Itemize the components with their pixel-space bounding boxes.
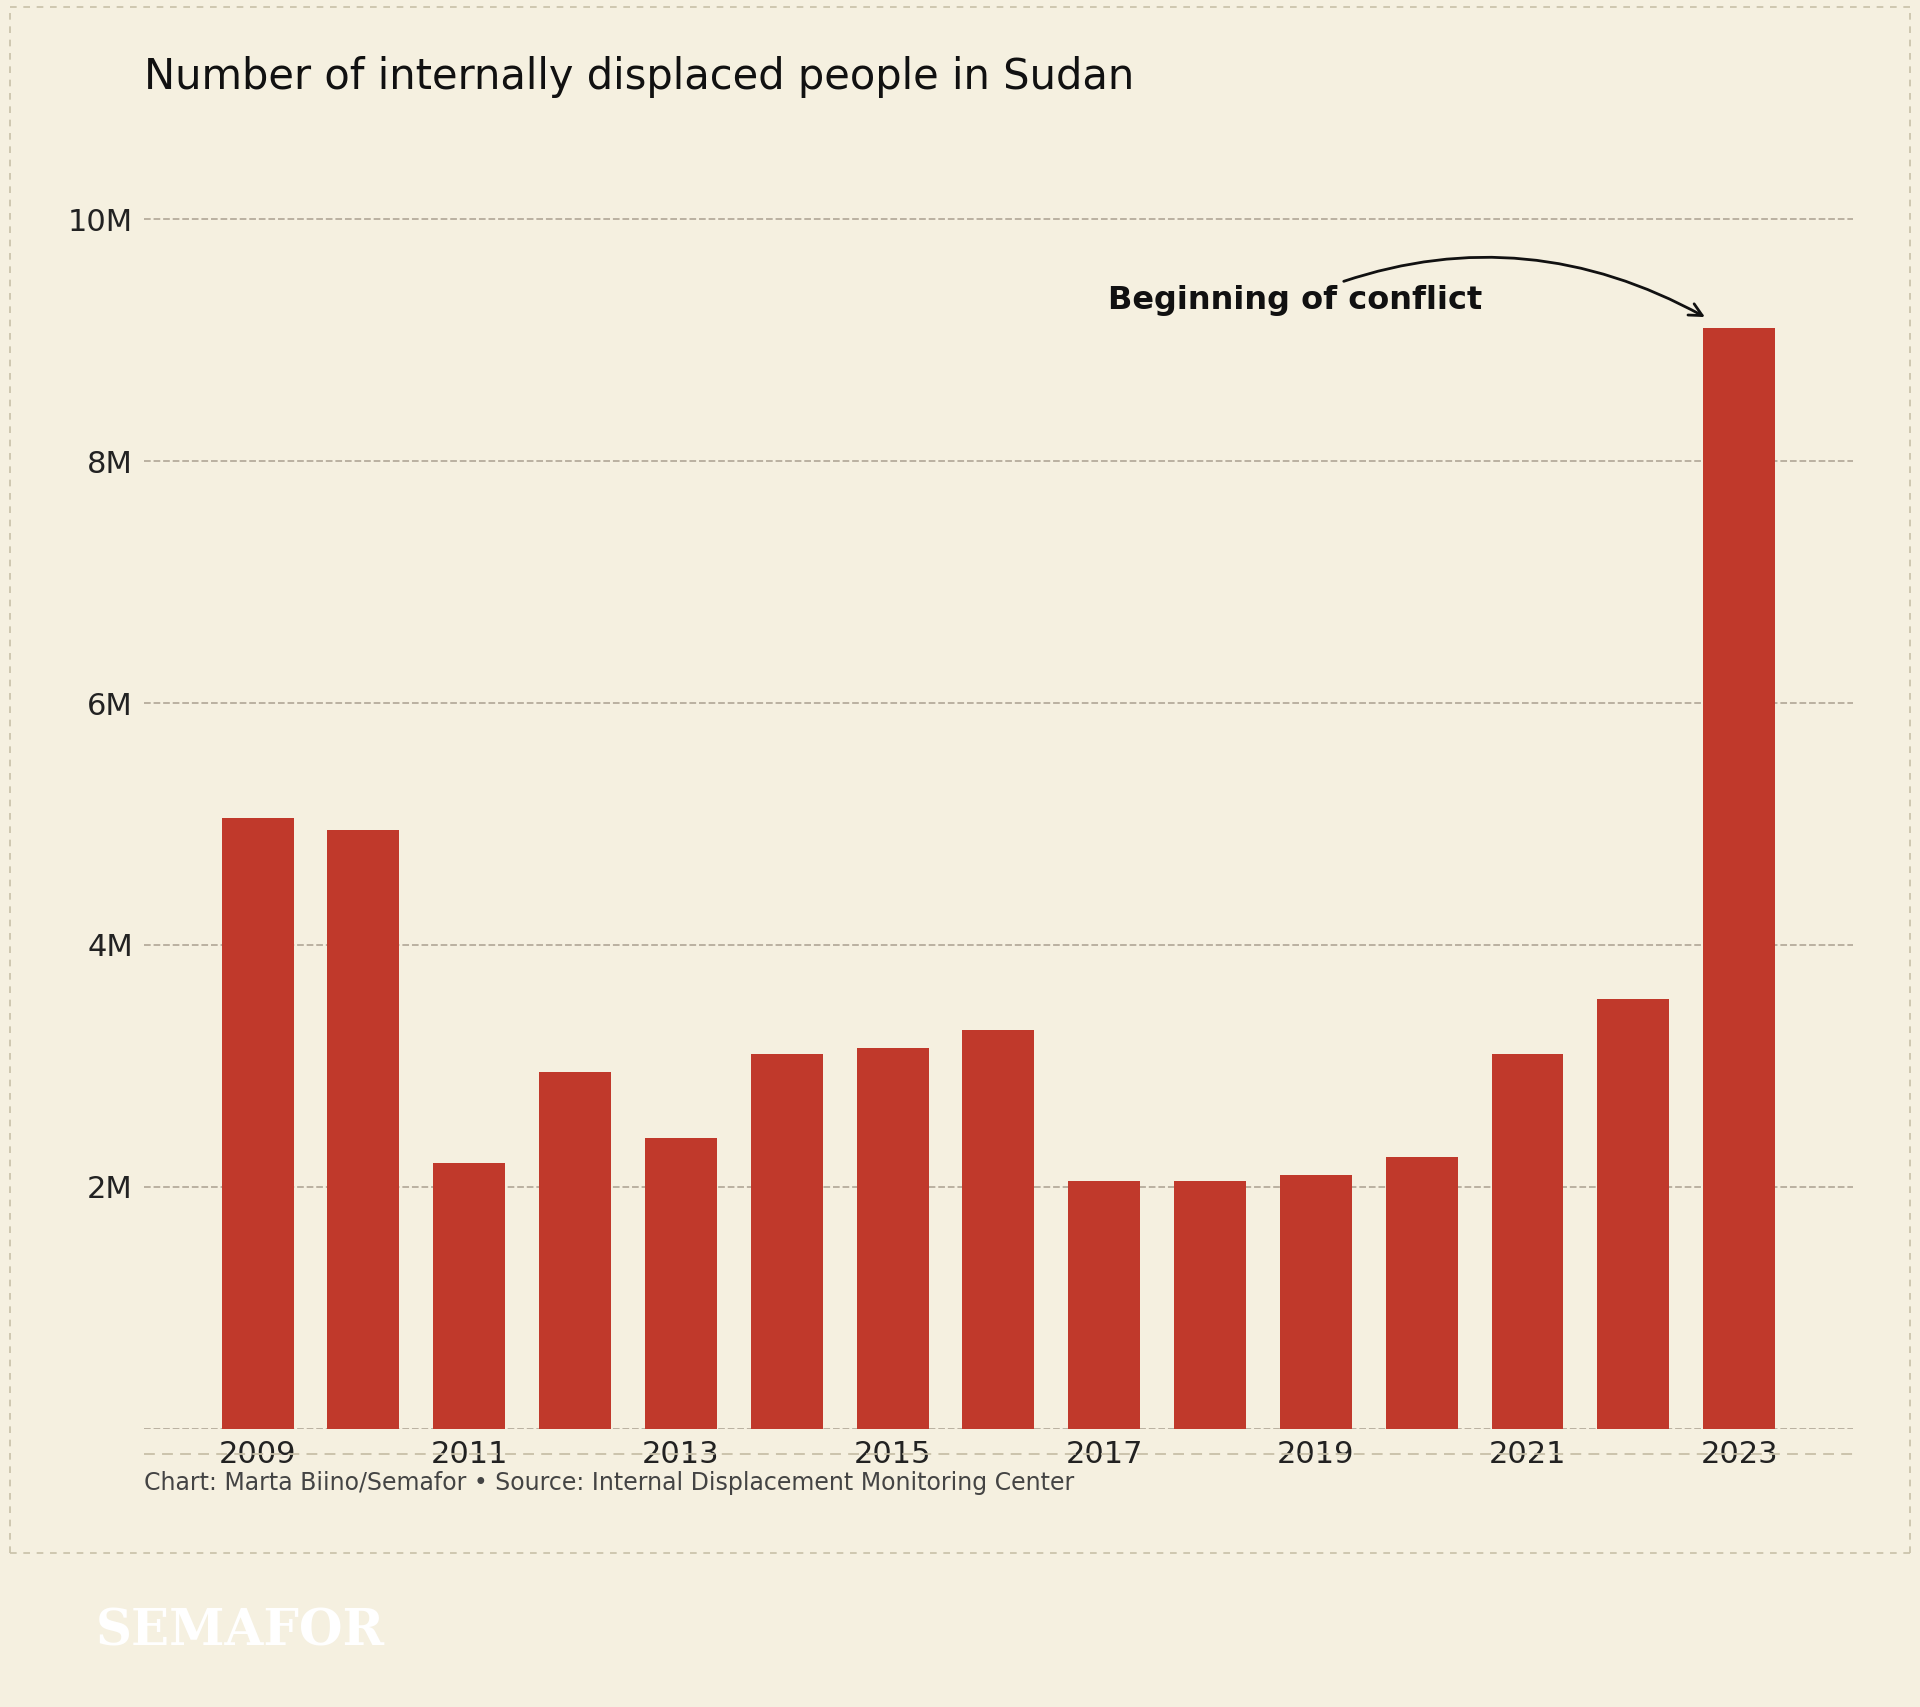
Bar [540, 1072, 611, 1429]
Bar [1492, 1053, 1563, 1429]
Bar [1173, 1181, 1246, 1429]
Bar [1068, 1181, 1140, 1429]
Bar [645, 1139, 716, 1429]
Bar [1386, 1157, 1457, 1429]
Bar [1703, 328, 1776, 1429]
Bar [328, 830, 399, 1429]
Bar [1281, 1174, 1352, 1429]
Text: Chart: Marta Biino/Semafor • Source: Internal Displacement Monitoring Center: Chart: Marta Biino/Semafor • Source: Int… [144, 1471, 1075, 1495]
Bar [221, 818, 294, 1429]
Bar [1597, 999, 1668, 1429]
Text: SEMAFOR: SEMAFOR [96, 1608, 386, 1656]
Text: Beginning of conflict: Beginning of conflict [1108, 258, 1703, 316]
Bar [962, 1029, 1035, 1429]
Bar [751, 1053, 824, 1429]
Bar [856, 1048, 929, 1429]
Bar [434, 1162, 505, 1429]
Text: Number of internally displaced people in Sudan: Number of internally displaced people in… [144, 56, 1135, 99]
